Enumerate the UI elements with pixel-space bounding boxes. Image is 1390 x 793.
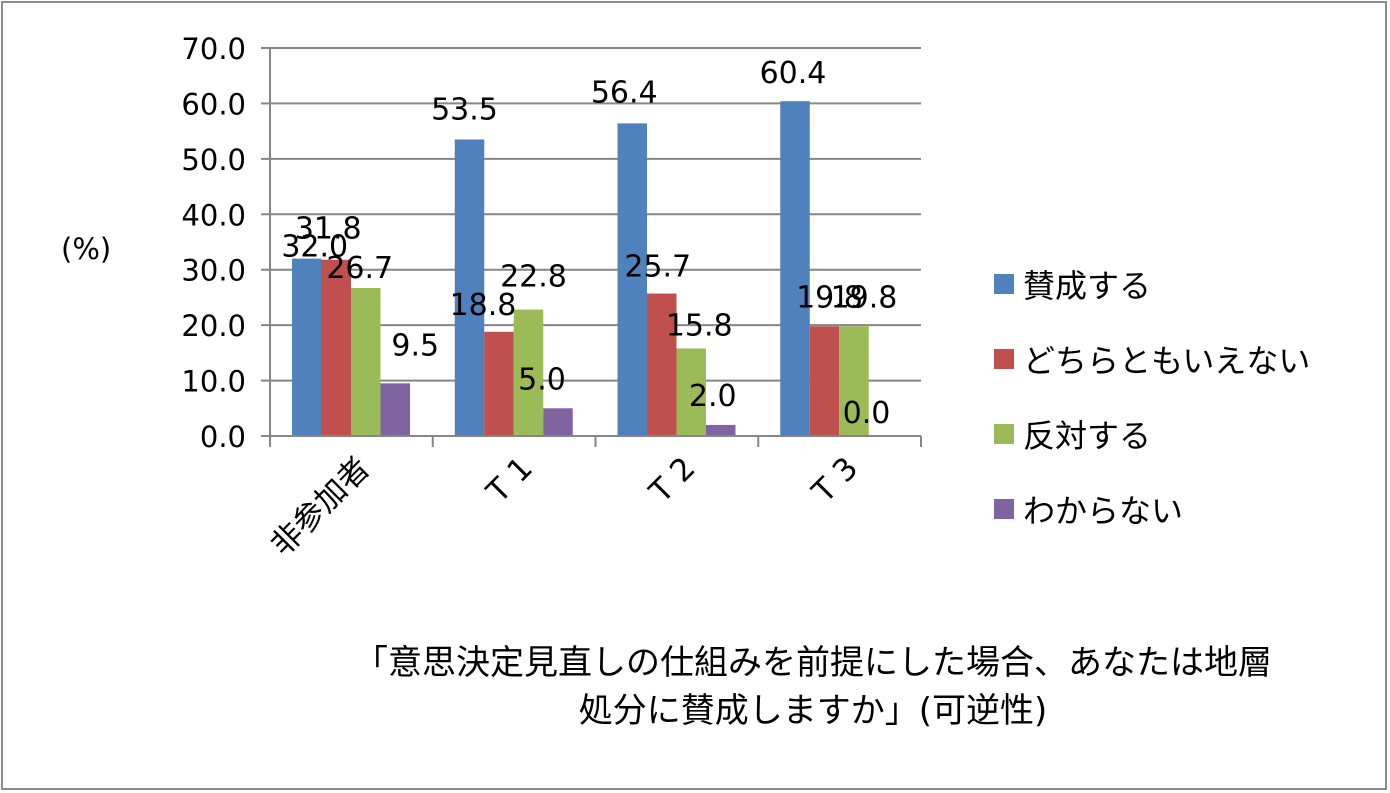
bar (321, 259, 351, 436)
data-label: 56.4 (591, 75, 658, 110)
y-tick-label: 30.0 (181, 254, 246, 288)
axes (269, 48, 922, 447)
bar (292, 258, 322, 436)
bar-chart: 0.0 10.0 20.0 30.0 40.0 50.0 60.0 70.0 32.0 53.5… (61, 32, 1310, 563)
data-label: 19.8 (796, 280, 863, 315)
y-tick-label: 60.0 (181, 87, 246, 121)
category-labels: 非参加者 T 1 T 2 T 3 (264, 450, 865, 563)
y-tick-label: 50.0 (181, 143, 246, 177)
bar (351, 288, 381, 436)
legend-label: どちらともいえない (1023, 342, 1310, 380)
bar (839, 326, 869, 436)
bar (809, 326, 840, 436)
legend-swatch (994, 424, 1014, 444)
category-label: T 3 (805, 450, 865, 510)
bar (454, 139, 485, 436)
legend-swatch (994, 499, 1014, 519)
y-tick-label: 20.0 (181, 309, 246, 343)
data-label: 60.4 (760, 56, 827, 91)
y-tick-label: 70.0 (181, 32, 246, 66)
legend-swatch (994, 349, 1014, 369)
y-tick-label: 40.0 (181, 198, 246, 232)
bars (292, 101, 869, 436)
category-label: T 2 (642, 450, 702, 510)
caption-line-1: 「意思決定見直しの仕組みを前提にした場合、あなたは地層 (354, 643, 1272, 683)
bar (484, 331, 514, 436)
category-label: T 1 (479, 450, 539, 510)
y-axis-label: (%) (61, 232, 111, 266)
data-label: 53.5 (431, 92, 498, 127)
bar (780, 101, 810, 436)
y-tick-label: 0.0 (200, 420, 246, 454)
data-labels: 32.0 53.5 56.4 60.4 31.8 18.8 25.7 19.8 26.7 22.8… (281, 56, 897, 431)
data-label: 9.5 (391, 328, 439, 363)
data-label: 22.8 (500, 260, 567, 295)
data-label: 32.0 (281, 230, 348, 265)
data-label: 5.0 (518, 362, 566, 397)
bar (647, 293, 677, 436)
category-label: 非参加者 (264, 450, 377, 563)
caption-line-2: 処分に賛成しますか」(可逆性) (578, 691, 1048, 731)
data-label: 0.0 (843, 396, 891, 431)
bar (543, 408, 573, 436)
y-tick-labels: 0.0 10.0 20.0 30.0 40.0 50.0 60.0 70.0 (181, 32, 246, 454)
data-label: 31.8 (295, 212, 362, 247)
bar (513, 309, 544, 436)
data-label: 26.7 (326, 251, 393, 286)
bar (676, 348, 706, 436)
data-label: 19.8 (831, 280, 898, 315)
y-tick-label: 10.0 (181, 365, 246, 399)
data-label: 18.8 (450, 288, 517, 323)
bar (617, 123, 647, 436)
legend-label: 賛成する (1023, 267, 1151, 305)
data-label: 25.7 (624, 250, 691, 285)
legend-label: 反対する (1023, 417, 1151, 455)
data-label: 15.8 (666, 308, 733, 343)
bar (380, 383, 410, 436)
legend-label: わからない (1023, 492, 1183, 530)
legend-swatch (994, 274, 1014, 294)
chart-caption: 「意思決定見直しの仕組みを前提にした場合、あなたは地層 処分に賛成しますか」(可… (273, 639, 1353, 735)
bar (706, 424, 736, 436)
data-label: 2.0 (689, 379, 737, 414)
